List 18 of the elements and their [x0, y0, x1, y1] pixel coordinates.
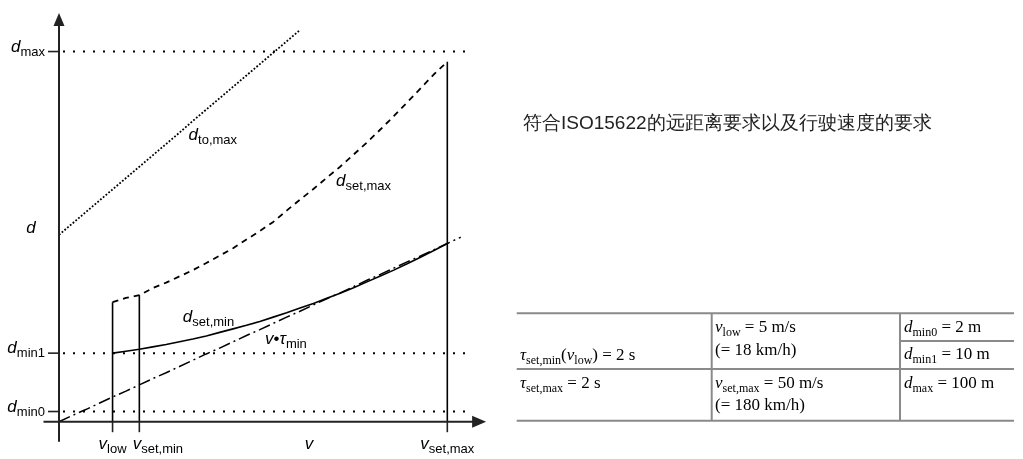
ref-label: d$_{max}$ [10, 36, 45, 59]
y-axis-title: d [26, 218, 36, 238]
title: 符合ISO15622的远距离要求以及行驶速度的要求 [523, 112, 932, 133]
table-cell: v$_{low}$ = 5 m/s [715, 316, 796, 339]
table-cell: d$_{min1}$ = 10 m [904, 344, 990, 366]
table-cell: v$_{set,max}$ = 50 m/s [715, 373, 824, 395]
table-cell: τ$_{set,max}$ = 2 s [520, 373, 601, 395]
table-cell: d$_{max}$ = 100 m [904, 373, 995, 395]
table-cell: (= 18 km/h) [715, 340, 797, 359]
x-tick-label: v$_{low}$ [98, 434, 127, 456]
ref-label: d$_{min1}$ [7, 338, 45, 361]
x-tick-label: v$_{set,max}$ [420, 434, 475, 456]
x-axis-title: v [304, 434, 314, 453]
annotation: v$_{set,min}$ [132, 434, 184, 456]
table-cell: τ$_{set,min}$(v$_{low}$) = 2 s [520, 345, 636, 367]
table-cell: (= 180 km/h) [715, 395, 805, 414]
ref-label: d$_{min0}$ [7, 396, 45, 419]
table-cell: d$_{min0}$ = 2 m [904, 316, 982, 339]
